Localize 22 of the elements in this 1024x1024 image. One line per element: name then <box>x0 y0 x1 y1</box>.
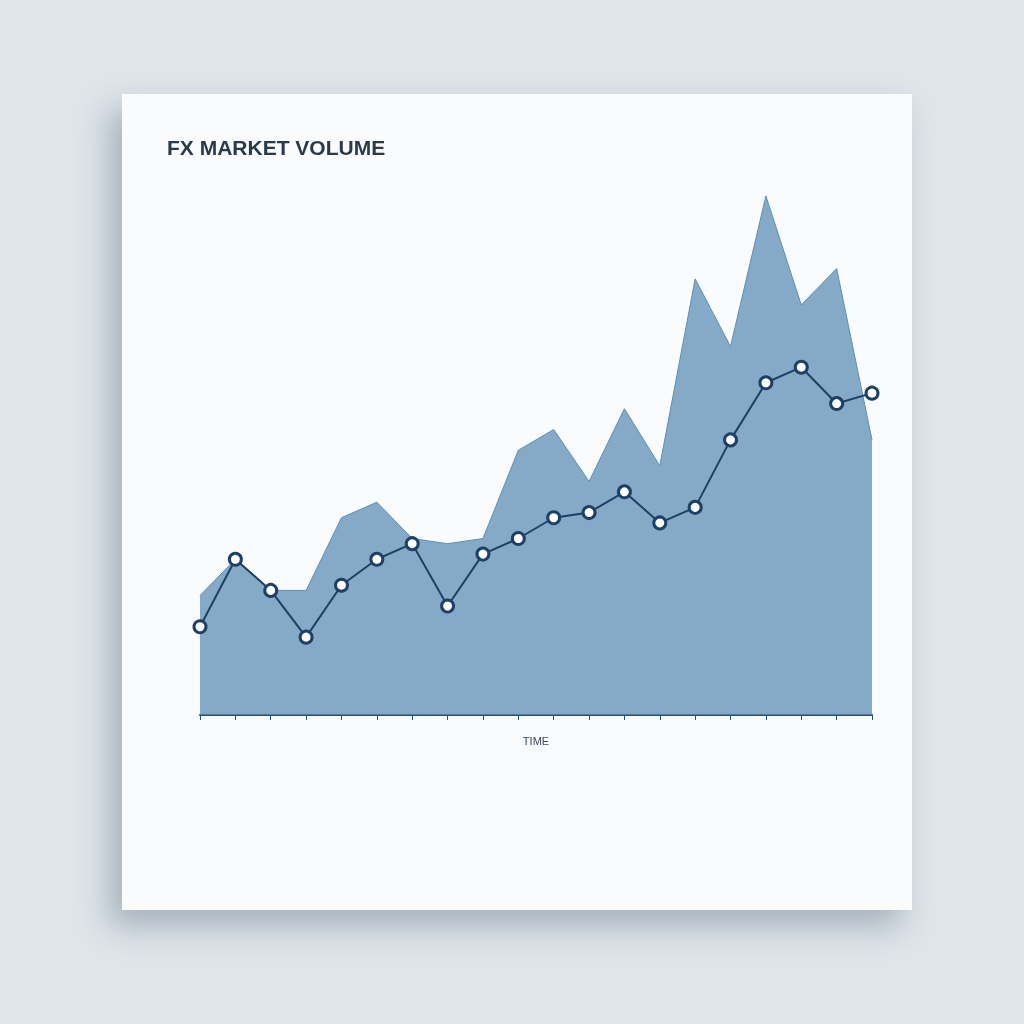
point <box>758 375 774 391</box>
point <box>864 385 880 401</box>
point <box>829 396 845 412</box>
point <box>475 546 491 562</box>
point <box>581 505 597 521</box>
point <box>723 432 739 448</box>
chart-title: FX MARKET VOLUME <box>167 136 386 159</box>
point <box>263 582 279 598</box>
point <box>687 499 703 515</box>
point <box>333 577 349 593</box>
point <box>510 531 526 547</box>
point <box>546 510 562 526</box>
point <box>227 551 243 567</box>
point <box>440 598 456 614</box>
point <box>192 619 208 635</box>
point <box>404 536 420 552</box>
x-axis-title: TIME <box>522 734 550 747</box>
point <box>652 515 668 531</box>
point <box>369 551 385 567</box>
point <box>616 484 632 500</box>
point <box>793 359 809 375</box>
point <box>298 629 314 645</box>
